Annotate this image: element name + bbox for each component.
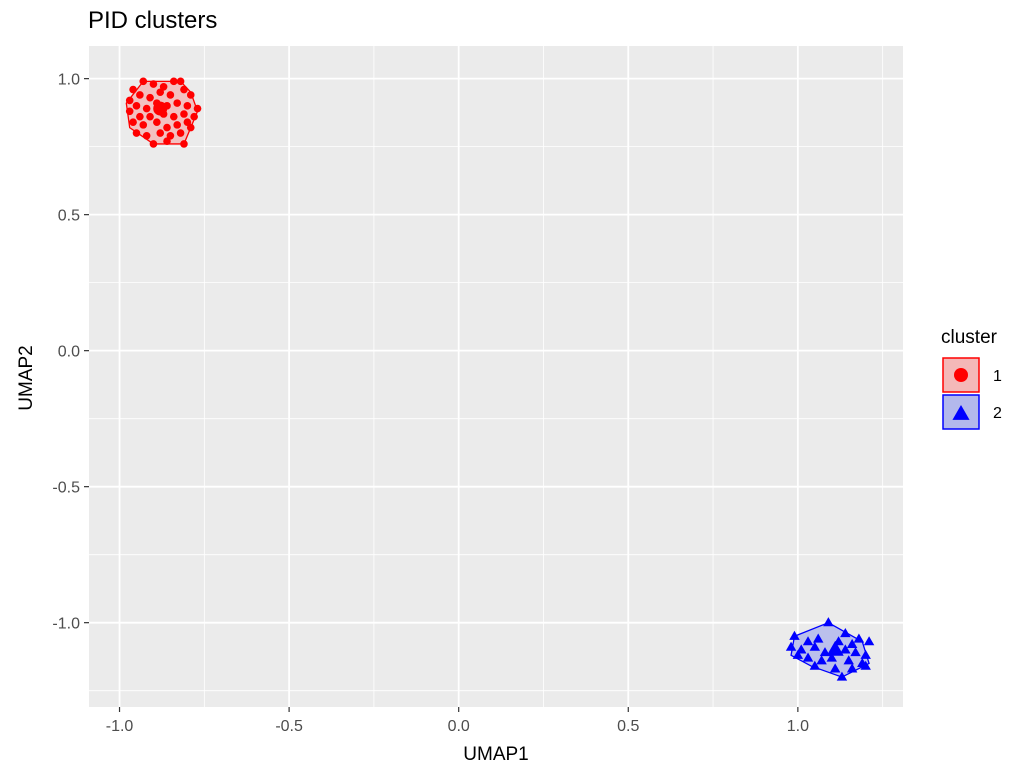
point-cluster-1	[183, 118, 192, 126]
point-cluster-1	[180, 140, 188, 148]
point-cluster-1	[125, 96, 134, 105]
y-tick-label: -0.5	[52, 480, 80, 497]
point-cluster-1	[180, 85, 188, 94]
point-cluster-1	[169, 112, 178, 121]
legend-triangle-icon	[952, 405, 970, 420]
point-cluster-1	[129, 85, 137, 94]
point-cluster-1	[136, 91, 144, 99]
point-cluster-1	[180, 110, 188, 118]
y-axis-ticks: -1.0 -0.5 0.0 0.5 1.0	[52, 72, 89, 633]
major-gridlines	[89, 46, 903, 707]
point-cluster-1	[153, 118, 161, 126]
point-cluster-2	[785, 641, 797, 651]
x-tick-label: 0.0	[448, 718, 470, 735]
point-cluster-1	[176, 129, 185, 137]
point-cluster-1	[149, 140, 158, 148]
point-cluster-1	[173, 99, 181, 107]
legend-item-2: 2	[942, 394, 1002, 430]
point-cluster-1	[142, 131, 151, 140]
y-tick-label: 0.5	[58, 208, 80, 225]
point-cluster-2	[823, 617, 834, 627]
point-cluster-2	[860, 660, 871, 670]
x-tick-label: -0.5	[275, 718, 303, 735]
centroid-cluster-1	[153, 101, 168, 116]
point-cluster-2	[860, 649, 871, 659]
point-cluster-1	[149, 80, 158, 88]
x-tick-label: 0.5	[617, 718, 639, 735]
point-cluster-2	[846, 638, 858, 649]
y-tick-label: -1.0	[52, 616, 80, 633]
point-cluster-2	[846, 663, 858, 673]
point-cluster-1	[132, 102, 141, 110]
y-tick-label: 1.0	[58, 72, 80, 89]
point-cluster-1	[186, 91, 195, 99]
point-cluster-2	[789, 630, 800, 640]
legend-label: 1	[993, 368, 1002, 385]
point-cluster-2	[809, 641, 821, 651]
point-cluster-2	[836, 671, 848, 681]
point-cluster-1	[139, 77, 148, 86]
point-cluster-2	[812, 633, 824, 643]
point-cluster-1	[125, 107, 134, 116]
x-tick-label: -1.0	[106, 718, 134, 735]
point-cluster-2	[829, 663, 841, 673]
point-cluster-2	[826, 652, 837, 662]
point-cluster-1	[156, 129, 165, 137]
point-cluster-1	[142, 104, 151, 113]
point-cluster-2	[843, 655, 854, 665]
y-tick-label: 0.0	[58, 344, 80, 361]
x-tick-label: 1.0	[787, 718, 809, 735]
point-cluster-2	[792, 649, 804, 659]
x-axis-title: UMAP1	[463, 744, 528, 765]
point-cluster-2	[853, 633, 865, 643]
point-cluster-1	[193, 104, 202, 113]
plot-panel	[89, 46, 903, 707]
point-cluster-2	[809, 660, 821, 670]
point-cluster-2	[802, 636, 814, 646]
point-cluster-1	[186, 123, 195, 132]
point-cluster-1	[173, 121, 181, 129]
point-cluster-1	[156, 88, 165, 97]
point-cluster-1	[159, 83, 168, 91]
point-cluster-1	[183, 102, 192, 110]
point-cluster-1	[163, 137, 171, 146]
point-cluster-2	[840, 644, 851, 654]
data-points	[125, 77, 875, 681]
point-cluster-1	[190, 112, 198, 121]
centroid-cluster-2	[826, 640, 844, 656]
x-axis-ticks: -1.0 -0.5 0.0 0.5 1.0	[106, 707, 809, 735]
point-cluster-2	[850, 647, 861, 657]
chart-title: PID clusters	[88, 7, 217, 34]
point-cluster-2	[802, 652, 814, 662]
point-cluster-1	[129, 118, 137, 126]
point-cluster-1	[166, 131, 175, 140]
minor-gridlines	[89, 46, 903, 707]
legend-label: 2	[993, 405, 1002, 422]
point-cluster-2	[863, 636, 875, 646]
point-cluster-2	[816, 655, 827, 665]
legend-circle-icon	[954, 368, 968, 382]
point-cluster-1	[169, 77, 178, 86]
point-cluster-1	[176, 77, 185, 86]
point-cluster-1	[146, 93, 154, 102]
point-cluster-2	[819, 647, 831, 657]
point-cluster-1	[163, 123, 171, 132]
point-cluster-1	[132, 129, 141, 137]
point-cluster-1	[166, 91, 175, 99]
legend-item-1: 1	[942, 357, 1002, 393]
legend: cluster 1 2	[941, 327, 1002, 430]
point-cluster-1	[139, 121, 148, 129]
point-cluster-2	[840, 628, 851, 638]
y-axis-title: UMAP2	[16, 345, 37, 410]
point-cluster-1	[136, 112, 144, 121]
point-cluster-1	[146, 112, 154, 121]
legend-title: cluster	[941, 327, 998, 348]
